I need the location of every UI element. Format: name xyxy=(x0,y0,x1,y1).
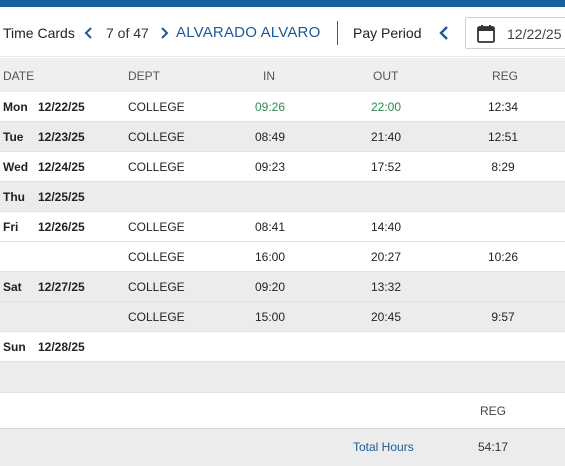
row-day: Sat xyxy=(3,280,22,294)
column-header-reg: REG xyxy=(492,69,519,83)
calendar-icon xyxy=(477,25,495,43)
table-row[interactable]: COLLEGE 16:00 20:27 10:26 xyxy=(0,242,565,272)
row-time-out: 13:32 xyxy=(370,280,402,294)
total-hours-row: Total Hours 54:17 xyxy=(0,429,565,466)
header-divider xyxy=(337,21,338,45)
pay-period-label: Pay Period xyxy=(353,25,422,41)
row-time-out: 20:45 xyxy=(370,310,402,324)
row-time-in: 08:49 xyxy=(254,130,286,144)
row-dept: COLLEGE xyxy=(128,250,185,264)
row-reg-hours: 9:57 xyxy=(491,310,515,324)
row-day: Sun xyxy=(3,340,26,354)
column-header-out: OUT xyxy=(373,69,399,83)
row-dept: COLLEGE xyxy=(128,130,185,144)
row-day: Fri xyxy=(3,220,19,234)
top-accent-bar xyxy=(0,0,565,7)
table-row[interactable]: Sat 12/27/25 COLLEGE 09:20 13:32 xyxy=(0,272,565,302)
row-date: 12/26/25 xyxy=(38,220,85,234)
employee-name-link[interactable]: ALVARADO ALVARO xyxy=(176,24,321,41)
row-dept: COLLEGE xyxy=(128,280,185,294)
row-day: Mon xyxy=(3,100,28,114)
next-employee-button[interactable] xyxy=(157,23,171,43)
row-dept: COLLEGE xyxy=(128,220,185,234)
row-date: 12/28/25 xyxy=(38,340,85,354)
table-row[interactable]: Thu 12/25/25 xyxy=(0,182,565,212)
row-dept: COLLEGE xyxy=(128,100,185,114)
row-time-out: 14:40 xyxy=(370,220,402,234)
table-header: DATE DEPT IN OUT REG xyxy=(0,58,565,92)
pay-period-date-picker[interactable]: 12/22/25 xyxy=(465,17,565,49)
table-row[interactable]: Mon 12/22/25 COLLEGE 09:26 22:00 12:34 xyxy=(0,92,565,122)
row-time-out: 17:52 xyxy=(370,160,402,174)
row-time-in: 09:20 xyxy=(254,280,286,294)
table-row[interactable]: Tue 12/23/25 COLLEGE 08:49 21:40 12:51 xyxy=(0,122,565,152)
row-date: 12/25/25 xyxy=(38,190,85,204)
row-reg-hours: 12:51 xyxy=(487,130,519,144)
totals-header-row: REG xyxy=(0,393,565,429)
row-dept: COLLEGE xyxy=(128,160,185,174)
table-row[interactable]: COLLEGE 15:00 20:45 9:57 xyxy=(0,302,565,332)
row-time-in: 09:26 xyxy=(254,100,286,114)
table-row[interactable]: Wed 12/24/25 COLLEGE 09:23 17:52 8:29 xyxy=(0,152,565,182)
row-reg-hours: 10:26 xyxy=(487,250,519,264)
column-header-dept: DEPT xyxy=(128,69,161,83)
row-date: 12/23/25 xyxy=(38,130,85,144)
row-time-in: 15:00 xyxy=(254,310,286,324)
totals-reg-label: REG xyxy=(479,404,506,418)
column-header-date: DATE xyxy=(3,69,35,83)
row-reg-hours: 12:34 xyxy=(487,100,519,114)
previous-employee-button[interactable] xyxy=(82,23,96,43)
row-day: Tue xyxy=(3,130,24,144)
row-day: Thu xyxy=(3,190,25,204)
row-dept: COLLEGE xyxy=(128,310,185,324)
row-reg-hours: 8:29 xyxy=(491,160,515,174)
row-time-in: 08:41 xyxy=(254,220,286,234)
chevron-left-icon xyxy=(84,27,92,39)
timecard-header: Time Cards 7 of 47 ALVARADO ALVARO Pay P… xyxy=(0,7,565,57)
page-title: Time Cards xyxy=(3,25,75,41)
pay-period-date-value: 12/22/25 xyxy=(507,26,562,42)
row-time-out: 21:40 xyxy=(370,130,402,144)
table-row[interactable]: Sun 12/28/25 xyxy=(0,332,565,362)
table-row[interactable]: Fri 12/26/25 COLLEGE 08:41 14:40 xyxy=(0,212,565,242)
row-date: 12/24/25 xyxy=(38,160,85,174)
total-hours-label: Total Hours xyxy=(353,440,414,454)
row-time-out: 20:27 xyxy=(370,250,402,264)
table-row[interactable] xyxy=(0,362,565,393)
previous-pay-period-button[interactable] xyxy=(436,23,452,43)
chevron-left-icon xyxy=(439,26,448,40)
row-time-in: 16:00 xyxy=(254,250,286,264)
row-date: 12/22/25 xyxy=(38,100,85,114)
column-header-in: IN xyxy=(263,69,275,83)
row-time-in: 09:23 xyxy=(254,160,286,174)
total-hours-value: 54:17 xyxy=(477,440,509,454)
chevron-right-icon xyxy=(161,27,169,39)
record-position: 7 of 47 xyxy=(106,25,149,41)
row-date: 12/27/25 xyxy=(38,280,85,294)
row-time-out: 22:00 xyxy=(370,100,402,114)
row-day: Wed xyxy=(3,160,29,174)
